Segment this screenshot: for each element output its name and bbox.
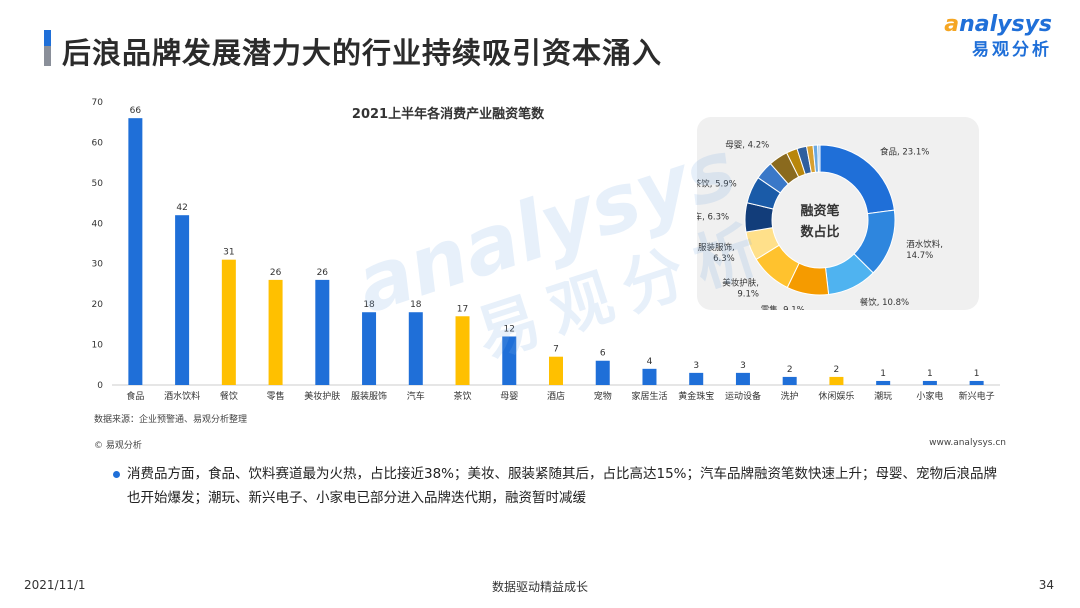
page-number: 34 [1038,578,1054,592]
bar [782,376,797,385]
donut-slice-label-value: 6.3% [713,254,735,264]
bar [175,215,190,385]
bar [455,316,470,385]
x-tick-label: 酒水饮料 [164,390,200,402]
y-tick-label: 60 [92,138,104,148]
bar [128,118,143,386]
x-tick-label: 零售 [267,390,285,402]
bar-value-label: 1 [880,369,886,379]
bar [502,336,517,385]
bar-value-label: 3 [693,361,699,371]
page-title: 后浪品牌发展潜力大的行业持续吸引资本涌入 [62,36,663,70]
x-tick-label: 洗护 [781,390,799,402]
bar [362,312,377,385]
bar [549,356,563,385]
analysys-logo: analysys 易观分析 [944,12,1052,60]
bar [735,372,750,385]
bar [689,372,704,385]
donut-slice-label: 零售, 9.1% [761,305,805,310]
x-tick-label: 酒店 [547,390,565,402]
bar [922,380,937,385]
footer-slogan: 数据驱动精益成长 [491,580,588,594]
x-tick-label: 家居生活 [631,390,667,402]
footer-date: 2021/11/1 [24,578,86,592]
bar-value-label: 18 [410,300,422,310]
donut-slice-label: 食品, 23.1% [880,147,929,158]
data-source-note: 数据来源：企业预警通、易观分析整理 [94,415,248,425]
logo-english: analysys [944,12,1052,37]
x-tick-label: 食品 [126,390,144,402]
x-tick-label: 宠物 [594,390,612,402]
donut-slice-label: 母婴, 4.2% [725,140,769,150]
y-tick-label: 70 [92,98,104,108]
bar-value-label: 3 [740,361,746,371]
bar-value-label: 66 [130,106,142,116]
bar [642,368,657,385]
y-tick-label: 40 [92,219,104,229]
donut-slice-label: 酒水饮料, [906,239,943,250]
donut-slice-label: 服装服饰, [698,242,735,253]
x-tick-label: 餐饮 [220,390,238,402]
logo-letter-a: a [944,12,960,37]
x-tick-label: 母婴 [500,391,518,402]
x-tick-label: 潮玩 [874,390,892,402]
bar-value-label: 26 [270,268,282,278]
bar-value-label: 2 [834,365,840,375]
copyright-note: © 易观分析 [94,441,142,451]
x-tick-label: 小家电 [916,390,943,402]
bar-value-label: 31 [223,248,234,258]
bar [829,376,844,385]
bar [969,380,984,385]
bar-chart-title: 2021上半年各消费产业融资笔数 [352,106,545,122]
donut-slice-label: 汽车, 6.3% [697,212,729,223]
donut-slice-label-value: 14.7% [906,251,933,261]
bar [595,360,610,385]
bar-value-label: 26 [317,268,329,278]
donut-slice-label: 餐饮, 10.8% [860,297,909,308]
bar [315,279,330,385]
website-link[interactable]: www.analysys.cn [929,438,1006,448]
bar-value-label: 17 [457,304,468,314]
x-tick-label: 美妆护肤 [304,390,340,402]
logo-chinese: 易观分析 [972,40,1052,60]
donut-center-label-line2: 数占比 [800,224,839,240]
x-tick-label: 休闲娱乐 [818,390,854,402]
bar-value-label: 2 [787,365,793,375]
y-tick-label: 30 [92,260,104,270]
x-tick-label: 运动设备 [725,390,761,402]
donut-center-label-line1: 融资笔 [800,203,839,219]
bar-value-label: 4 [647,357,653,367]
x-tick-label: 新兴电子 [959,390,995,402]
logo-letters-rest: nalysys [959,12,1052,37]
bar [876,380,891,385]
x-tick-label: 服装服饰 [351,390,387,402]
bar-value-label: 7 [553,345,559,355]
bar-value-label: 42 [176,203,187,213]
donut-slice-label: 美妆护肤, [722,278,759,289]
donut-slice [817,144,821,173]
y-tick-label: 50 [92,179,104,189]
x-tick-label: 黄金珠宝 [678,390,714,402]
y-tick-label: 10 [92,341,104,351]
x-tick-label: 茶饮 [454,390,472,402]
summary-bullet-text: 消费品方面，食品、饮料赛道最为火热，占比接近38%；美妆、服装紧随其后，占比高达… [127,466,998,506]
bullet-dot [113,471,120,478]
bar-value-label: 6 [600,349,606,359]
donut-slice-label-value: 9.1% [737,290,759,300]
bar [268,279,283,385]
y-tick-label: 0 [97,381,103,391]
x-tick-label: 汽车 [407,390,425,402]
bar [221,259,236,385]
y-tick-label: 20 [92,300,104,310]
bar-value-label: 1 [974,369,980,379]
donut-slice-label: 茶饮, 5.9% [697,178,737,189]
bar-value-label: 12 [504,324,515,334]
title-accent-bar-gray [44,46,51,66]
bar-value-label: 1 [927,369,933,379]
bar-value-label: 18 [363,300,375,310]
bar [408,312,423,385]
